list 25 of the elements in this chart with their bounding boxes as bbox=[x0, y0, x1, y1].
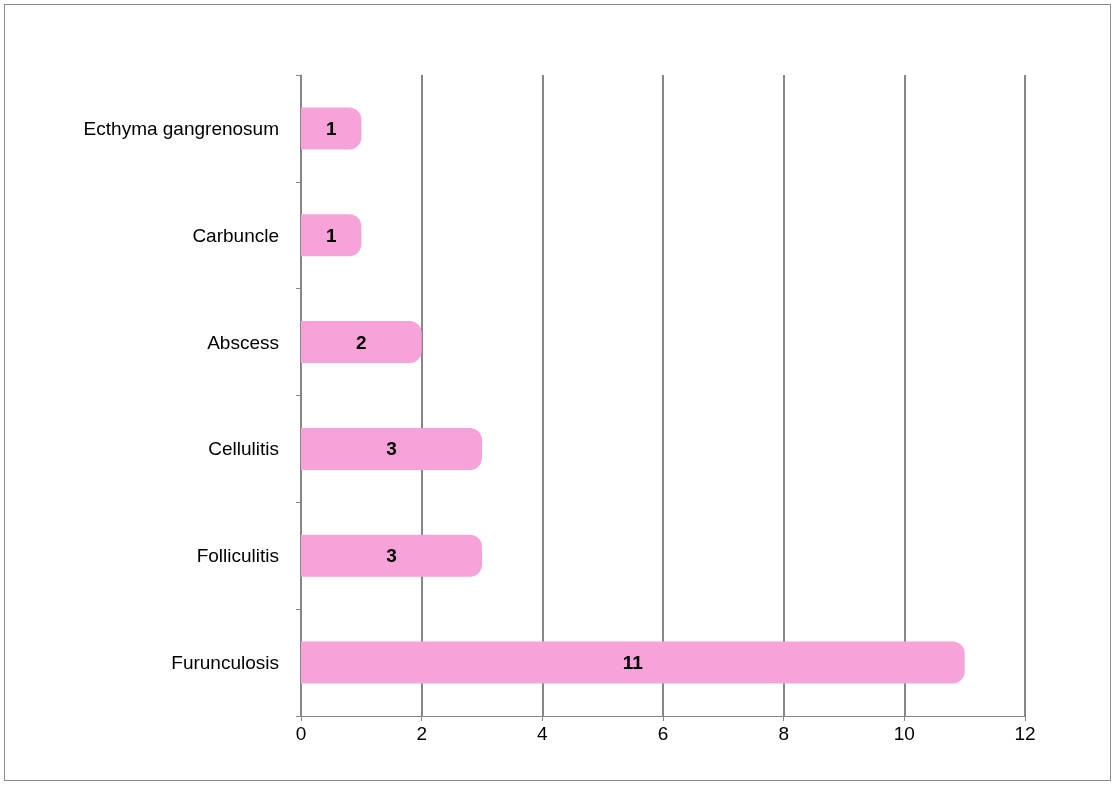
data-label: 11 bbox=[622, 652, 644, 674]
bar bbox=[301, 107, 362, 150]
y-tick-label: Ecthyma gangrenosum bbox=[83, 117, 279, 139]
x-tick-label: 0 bbox=[295, 723, 307, 744]
bar bbox=[301, 214, 362, 257]
bar bbox=[301, 534, 482, 577]
x-tick-label: 2 bbox=[416, 723, 427, 744]
x-tick-label: 8 bbox=[778, 723, 789, 744]
data-label: 1 bbox=[325, 117, 337, 139]
data-label: 3 bbox=[386, 438, 397, 460]
bar bbox=[301, 427, 482, 470]
data-label: 2 bbox=[356, 331, 367, 353]
y-tick-label: Folliculitis bbox=[196, 545, 279, 567]
data-label: 3 bbox=[386, 545, 397, 567]
bar bbox=[301, 641, 965, 684]
x-tick-label: 4 bbox=[537, 723, 549, 744]
x-tick-label: 10 bbox=[893, 723, 915, 744]
data-label: 1 bbox=[325, 224, 337, 246]
y-tick-label: Carbuncle bbox=[192, 224, 279, 246]
y-tick-label: Cellulitis bbox=[208, 438, 279, 460]
y-tick-label: Furunculosis bbox=[171, 652, 279, 674]
bar bbox=[301, 321, 422, 364]
x-tick-label: 12 bbox=[1014, 723, 1036, 744]
y-tick-label: Abscess bbox=[207, 331, 279, 353]
x-tick-label: 6 bbox=[657, 723, 669, 744]
